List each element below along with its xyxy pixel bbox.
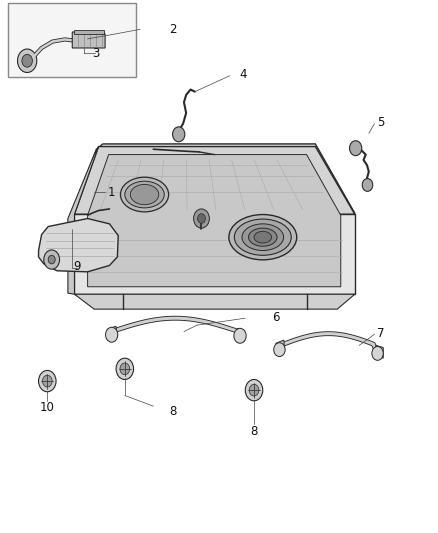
Text: 4: 4 bbox=[239, 68, 247, 81]
Ellipse shape bbox=[229, 215, 297, 260]
Polygon shape bbox=[107, 326, 117, 340]
Ellipse shape bbox=[249, 228, 277, 246]
Ellipse shape bbox=[120, 177, 169, 212]
Text: 6: 6 bbox=[272, 311, 280, 324]
Text: 7: 7 bbox=[377, 327, 385, 340]
Polygon shape bbox=[276, 340, 285, 354]
Text: 8: 8 bbox=[170, 405, 177, 418]
Polygon shape bbox=[74, 30, 104, 34]
Polygon shape bbox=[88, 155, 341, 287]
Polygon shape bbox=[39, 219, 118, 272]
Circle shape bbox=[362, 179, 373, 191]
Text: 8: 8 bbox=[251, 425, 258, 438]
Text: 1: 1 bbox=[108, 187, 116, 199]
Bar bbox=[8, 3, 136, 77]
Circle shape bbox=[106, 327, 118, 342]
Circle shape bbox=[39, 370, 56, 392]
Ellipse shape bbox=[254, 231, 272, 243]
Polygon shape bbox=[74, 147, 355, 214]
Polygon shape bbox=[72, 144, 355, 227]
Circle shape bbox=[120, 363, 130, 375]
Text: 10: 10 bbox=[40, 401, 55, 414]
Circle shape bbox=[274, 343, 285, 357]
Ellipse shape bbox=[234, 219, 291, 255]
Circle shape bbox=[372, 346, 383, 360]
Circle shape bbox=[198, 214, 205, 223]
Polygon shape bbox=[237, 328, 244, 341]
Circle shape bbox=[194, 209, 209, 228]
Circle shape bbox=[173, 127, 185, 142]
Text: 9: 9 bbox=[73, 260, 81, 273]
Text: 3: 3 bbox=[92, 47, 99, 60]
Circle shape bbox=[44, 250, 60, 269]
Polygon shape bbox=[74, 294, 355, 309]
Ellipse shape bbox=[242, 224, 284, 251]
Ellipse shape bbox=[131, 184, 159, 205]
Circle shape bbox=[350, 141, 362, 156]
Text: 5: 5 bbox=[378, 116, 385, 129]
Polygon shape bbox=[74, 214, 355, 294]
Polygon shape bbox=[68, 147, 99, 294]
Circle shape bbox=[249, 384, 259, 396]
Polygon shape bbox=[72, 32, 105, 48]
Circle shape bbox=[234, 328, 246, 343]
Ellipse shape bbox=[125, 181, 164, 208]
Circle shape bbox=[18, 49, 37, 72]
Circle shape bbox=[22, 54, 32, 67]
Circle shape bbox=[116, 358, 134, 379]
Polygon shape bbox=[376, 345, 383, 358]
Text: 2: 2 bbox=[169, 23, 177, 36]
Circle shape bbox=[48, 255, 55, 264]
Circle shape bbox=[245, 379, 263, 401]
Circle shape bbox=[42, 375, 52, 387]
